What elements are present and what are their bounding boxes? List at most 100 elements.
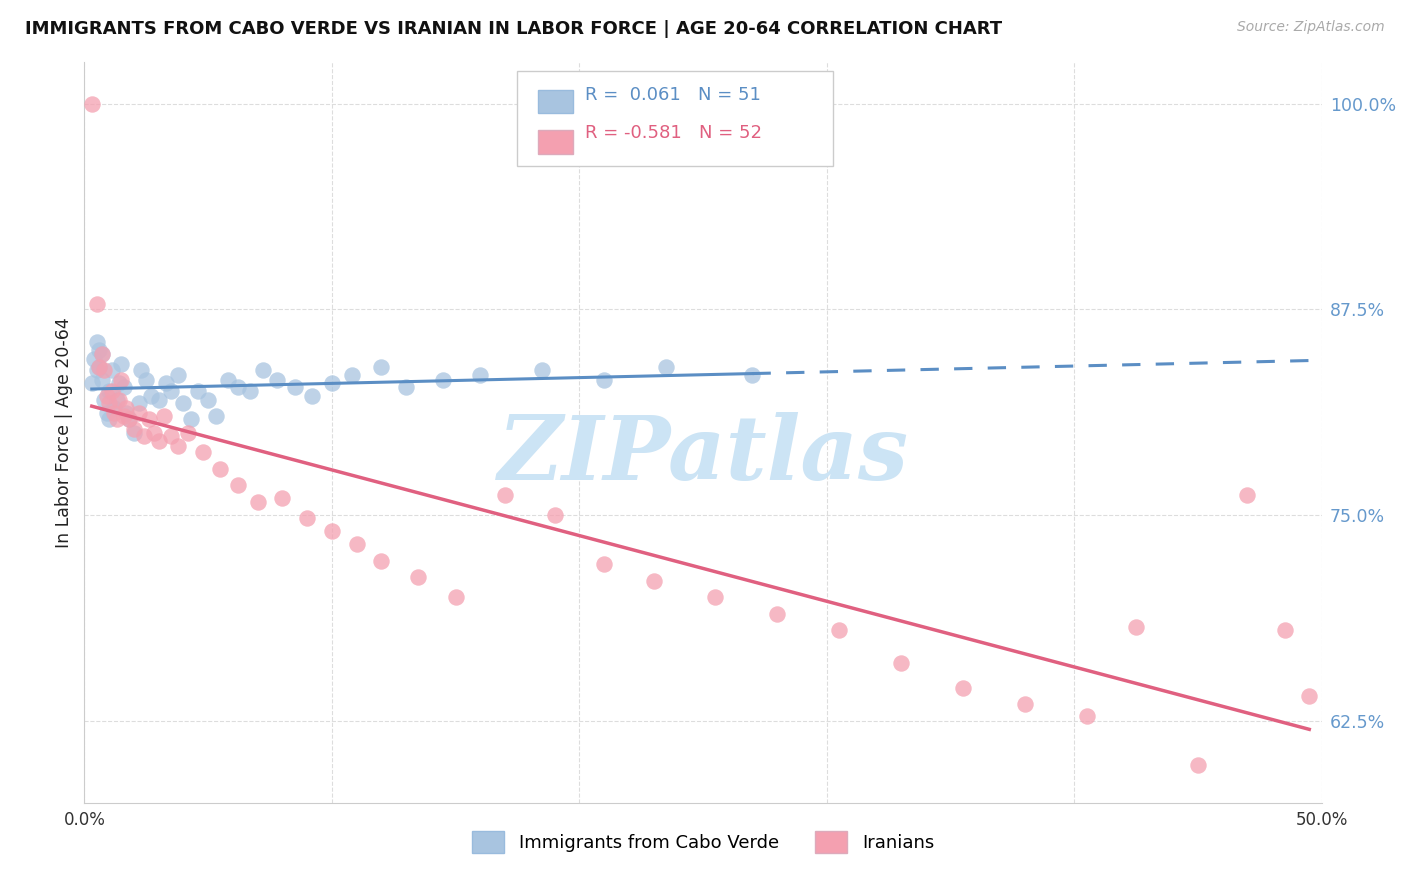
Y-axis label: In Labor Force | Age 20-64: In Labor Force | Age 20-64 [55, 318, 73, 548]
Point [83, 351, 105, 366]
Point [217, 373, 239, 387]
Point [93, 363, 115, 377]
Point [148, 392, 170, 407]
Point [741, 368, 763, 382]
Text: R =  0.061   N = 51: R = 0.061 N = 51 [585, 86, 761, 103]
Point [98, 384, 121, 399]
Point [90, 346, 112, 360]
Point [952, 681, 974, 695]
Point [1187, 758, 1209, 772]
Point [346, 537, 368, 551]
Point [148, 434, 170, 448]
Point [209, 462, 232, 476]
Point [1125, 620, 1147, 634]
Point [187, 384, 209, 399]
Point [115, 401, 138, 415]
Point [239, 384, 262, 399]
Point [100, 363, 122, 377]
Point [108, 392, 131, 407]
Point [80, 96, 103, 111]
Text: Source: ZipAtlas.com: Source: ZipAtlas.com [1237, 20, 1385, 34]
Point [90, 373, 112, 387]
Point [129, 363, 152, 377]
Point [655, 359, 678, 374]
Point [271, 491, 294, 506]
Point [470, 368, 492, 382]
Point [141, 389, 163, 403]
Point [122, 425, 145, 440]
Point [86, 363, 108, 377]
Point [593, 373, 616, 387]
Point [204, 409, 226, 424]
Point [138, 412, 160, 426]
Point [704, 590, 727, 604]
Point [135, 373, 157, 387]
Point [89, 359, 111, 374]
Point [180, 412, 202, 426]
Point [152, 409, 174, 424]
Point [89, 343, 111, 358]
Point [160, 429, 183, 443]
Point [132, 429, 155, 443]
Point [112, 409, 135, 424]
Point [543, 508, 565, 522]
Point [321, 524, 343, 539]
Point [1298, 689, 1320, 703]
Point [90, 346, 112, 360]
Point [1076, 708, 1098, 723]
Point [96, 406, 118, 420]
Legend: Immigrants from Cabo Verde, Iranians: Immigrants from Cabo Verde, Iranians [464, 824, 942, 861]
Point [105, 412, 128, 426]
Point [118, 412, 141, 426]
Point [1274, 623, 1296, 637]
FancyBboxPatch shape [517, 71, 832, 166]
Text: ZIPatlas: ZIPatlas [498, 411, 908, 498]
Point [86, 335, 108, 350]
Point [103, 401, 125, 415]
Point [89, 359, 111, 374]
Point [197, 392, 219, 407]
Point [100, 384, 122, 399]
Point [295, 511, 318, 525]
Point [246, 494, 269, 508]
Point [828, 623, 851, 637]
Point [890, 656, 912, 670]
Point [226, 379, 249, 393]
Point [98, 412, 121, 426]
Point [142, 425, 165, 440]
Point [80, 376, 103, 391]
Point [766, 607, 789, 621]
Point [118, 412, 141, 426]
Point [160, 384, 183, 399]
Point [284, 379, 307, 393]
Point [1236, 488, 1258, 502]
Point [252, 363, 274, 377]
Point [172, 396, 194, 410]
Point [86, 297, 108, 311]
Point [191, 445, 214, 459]
Text: R = -0.581   N = 52: R = -0.581 N = 52 [585, 124, 762, 142]
Point [115, 406, 138, 420]
Point [128, 396, 150, 410]
Point [531, 363, 554, 377]
Text: IMMIGRANTS FROM CABO VERDE VS IRANIAN IN LABOR FORCE | AGE 20-64 CORRELATION CHA: IMMIGRANTS FROM CABO VERDE VS IRANIAN IN… [25, 20, 1002, 37]
Point [93, 392, 115, 407]
Point [110, 373, 132, 387]
Point [593, 558, 616, 572]
Point [103, 406, 125, 420]
Point [122, 422, 145, 436]
Bar [538, 130, 574, 153]
Point [1014, 697, 1036, 711]
Point [112, 379, 135, 393]
Point [395, 379, 418, 393]
Point [105, 392, 128, 407]
Point [370, 359, 392, 374]
Point [432, 373, 454, 387]
Point [321, 376, 343, 391]
Point [226, 478, 249, 492]
Point [128, 406, 150, 420]
Point [155, 376, 177, 391]
Point [408, 570, 430, 584]
Point [643, 574, 665, 588]
Point [108, 376, 131, 391]
